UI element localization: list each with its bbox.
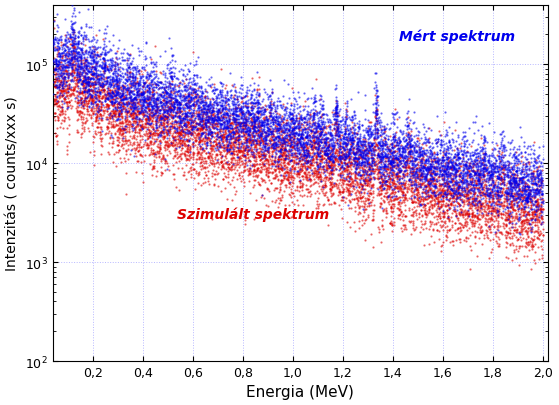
Y-axis label: Intenzitás ( counts/xxx s): Intenzitás ( counts/xxx s): [6, 96, 20, 271]
X-axis label: Energia (MeV): Energia (MeV): [247, 384, 354, 399]
Text: Mért spektrum: Mért spektrum: [400, 30, 515, 44]
Text: Szimulált spektrum: Szimulált spektrum: [177, 207, 329, 222]
